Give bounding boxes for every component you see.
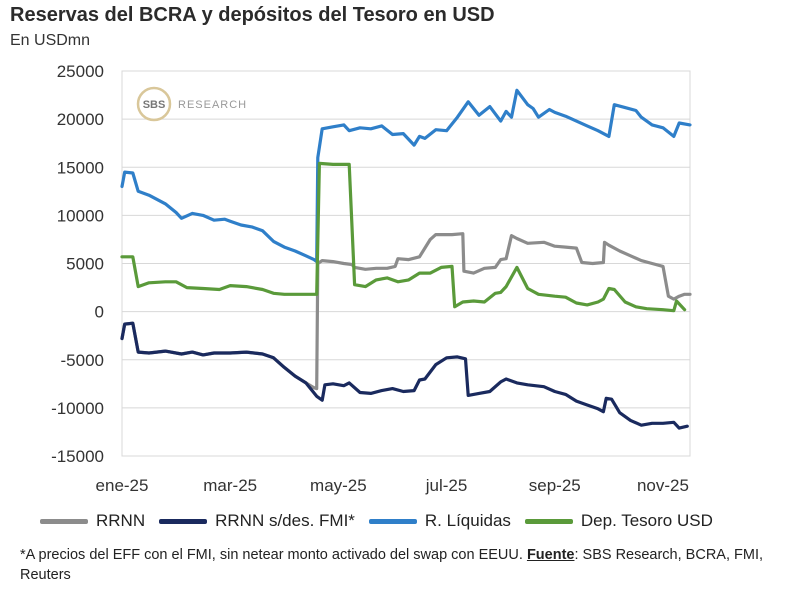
legend-swatch xyxy=(159,518,208,524)
legend-label: Dep. Tesoro USD xyxy=(580,511,713,530)
x-tick-label: jul-25 xyxy=(425,476,468,495)
y-tick-label: -15000 xyxy=(51,447,104,466)
legend-label: R. Líquidas xyxy=(424,511,511,530)
x-tick-label: mar-25 xyxy=(203,476,257,495)
line-chart: SBS RESEARCH 25000 20000 15000 10000 5000 0 -5… xyxy=(51,62,692,495)
y-tick-label: 0 xyxy=(95,303,104,322)
footnote-source-label: Fuente xyxy=(526,547,575,563)
y-tick-label: -5000 xyxy=(61,351,104,370)
sbs-research-watermark: SBS RESEARCH xyxy=(136,86,247,122)
legend-swatch xyxy=(368,518,417,524)
legend-item-rrnn: RRNN xyxy=(40,511,145,531)
series-lines xyxy=(120,88,692,430)
y-tick-label: 20000 xyxy=(57,110,104,129)
y-tick-label: 25000 xyxy=(57,62,104,81)
x-tick-label: sep-25 xyxy=(529,476,581,495)
watermark-logo-text: SBS xyxy=(143,99,166,111)
x-tick-label: may-25 xyxy=(310,476,367,495)
footnote-text: *A precios del EFF con el FMI, sin netea… xyxy=(20,547,523,563)
legend-swatch xyxy=(40,518,88,524)
y-tick-label: -10000 xyxy=(51,399,104,418)
chart-title: Reservas del BCRA y depósitos del Tesoro… xyxy=(10,4,495,26)
legend-item-dep-tesoro-usd: Dep. Tesoro USD xyxy=(524,511,713,531)
plot-border xyxy=(121,70,691,457)
chart-subtitle: En USDmn xyxy=(10,32,91,49)
footnote: *A precios del EFF con el FMI, sin netea… xyxy=(20,545,780,585)
watermark-research-text: RESEARCH xyxy=(178,99,247,111)
y-tick-label: 10000 xyxy=(57,206,104,225)
series-line-rrnn-s-des-fmi xyxy=(120,321,689,430)
watermark-ring-icon xyxy=(136,86,172,122)
legend-item-rrnn-s-des-fmi: RRNN s/des. FMI* xyxy=(159,511,355,531)
series-line-dep-tesoro-usd xyxy=(120,161,687,313)
y-tick-label: 5000 xyxy=(66,255,104,274)
legend-swatch xyxy=(524,518,573,524)
x-tick-label: ene-25 xyxy=(96,476,149,495)
legend-label: RRNN xyxy=(96,511,146,530)
y-axis-ticks: 25000 20000 15000 10000 5000 0 -5000 -10000 -150… xyxy=(51,62,104,466)
footnote-source-text: : SBS Research, BCRA, FMI, Reuters xyxy=(20,547,764,583)
y-tick-label: 15000 xyxy=(57,158,104,177)
chart-legend: RRNN RRNN s/des. FMI* R. Líquidas Dep. Teso… xyxy=(40,510,727,532)
series-line-r-l-quidas xyxy=(120,88,692,264)
legend-item-r-l-quidas: R. Líquidas xyxy=(368,511,511,531)
x-tick-label: nov-25 xyxy=(637,476,689,495)
legend-label: RRNN s/des. FMI* xyxy=(215,511,355,530)
x-axis-ticks: ene-25 mar-25 may-25 jul-25 sep-25 nov-25 xyxy=(96,476,689,495)
